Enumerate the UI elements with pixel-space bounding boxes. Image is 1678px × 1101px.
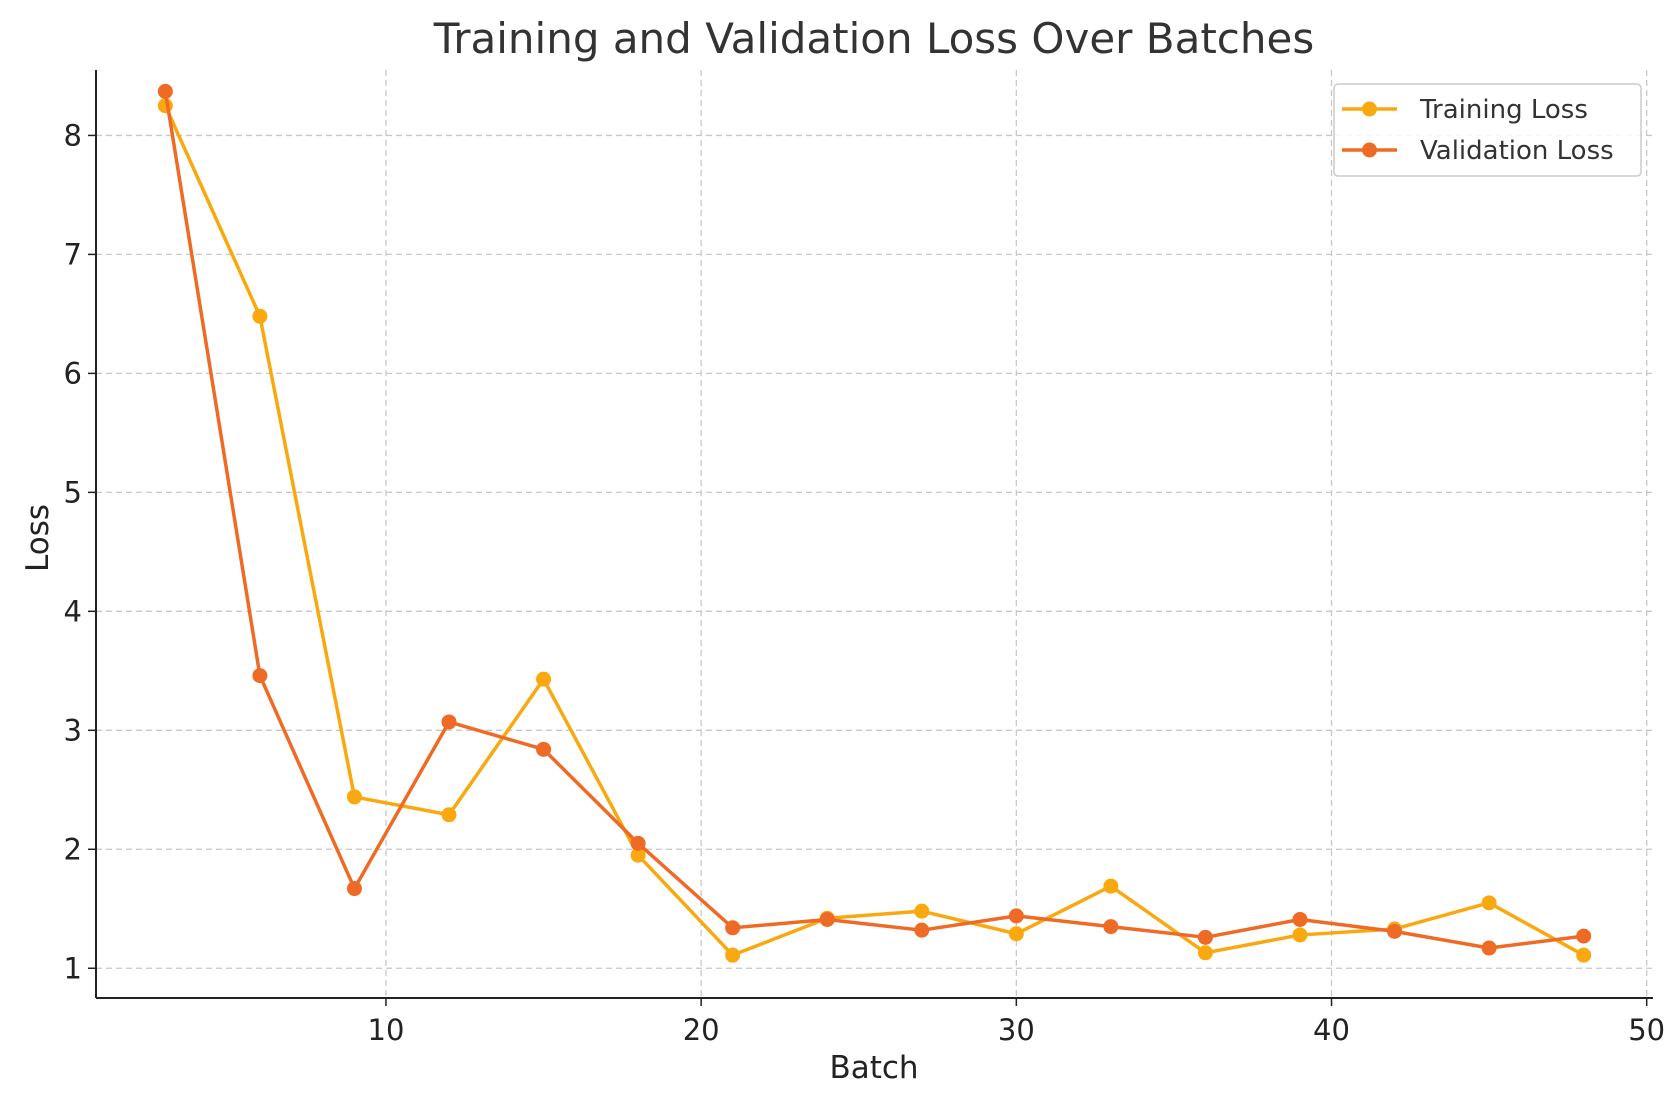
legend-item: Training Loss	[1342, 95, 1588, 125]
data-point	[441, 807, 457, 823]
data-point	[536, 741, 552, 757]
legend-item: Validation Loss	[1342, 136, 1614, 166]
data-point	[252, 668, 268, 684]
data-series	[157, 83, 1592, 963]
data-point	[1103, 878, 1119, 894]
data-point	[630, 835, 646, 851]
data-point	[1197, 929, 1213, 945]
data-point	[1576, 928, 1592, 944]
y-tick-label: 4	[64, 594, 82, 628]
data-point	[1008, 908, 1024, 924]
axes	[88, 70, 1653, 1006]
data-point	[1103, 919, 1119, 935]
x-tick-label: 40	[1313, 1013, 1350, 1047]
x-tick-label: 10	[368, 1013, 405, 1047]
series-line	[163, 104, 1585, 957]
data-point	[1576, 947, 1592, 963]
legend: Training Loss Validation Loss	[1333, 83, 1642, 177]
series-line	[163, 91, 1584, 950]
y-tick-label: 6	[64, 356, 82, 390]
legend-label: Training Loss	[1419, 95, 1588, 125]
data-point	[346, 789, 362, 805]
legend-box	[1333, 83, 1642, 177]
x-tick-label: 50	[1628, 1013, 1665, 1047]
data-point	[1292, 927, 1308, 943]
y-tick-label: 7	[64, 237, 82, 271]
data-point	[725, 920, 741, 936]
legend-marker	[1362, 142, 1377, 158]
y-tick-label: 5	[64, 475, 82, 509]
data-point	[725, 947, 741, 963]
y-tick-label: 2	[64, 832, 82, 866]
data-point	[1292, 911, 1308, 927]
y-tick-label: 8	[64, 118, 82, 152]
data-point	[1481, 895, 1497, 911]
data-point	[346, 881, 362, 897]
series-training-loss	[157, 98, 1592, 963]
data-point	[1197, 945, 1213, 961]
data-point	[819, 911, 835, 927]
data-point	[1387, 923, 1403, 939]
data-point	[630, 847, 646, 863]
legend-label: Validation Loss	[1420, 136, 1614, 166]
y-tick-label: 3	[64, 713, 82, 747]
tick-labels: 10 20 30 40 50 1 2 3 4 5 6 7 8	[64, 118, 1666, 1047]
x-axis-title: Batch	[829, 1050, 918, 1086]
data-point	[914, 903, 930, 919]
x-tick-label: 30	[998, 1013, 1035, 1047]
y-tick-label: 1	[64, 951, 82, 985]
legend-marker	[1362, 101, 1377, 117]
chart-title: Training and Validation Loss Over Batche…	[433, 14, 1314, 63]
series-validation-loss	[157, 83, 1592, 956]
data-point	[914, 922, 930, 938]
data-point	[1008, 926, 1024, 942]
data-point	[536, 671, 552, 687]
data-point	[157, 83, 173, 99]
data-point	[441, 714, 457, 730]
x-tick-label: 20	[683, 1013, 720, 1047]
data-point	[1481, 940, 1497, 956]
y-axis-title: Loss	[20, 504, 56, 572]
data-point	[252, 308, 268, 324]
grid-lines	[96, 70, 1653, 998]
